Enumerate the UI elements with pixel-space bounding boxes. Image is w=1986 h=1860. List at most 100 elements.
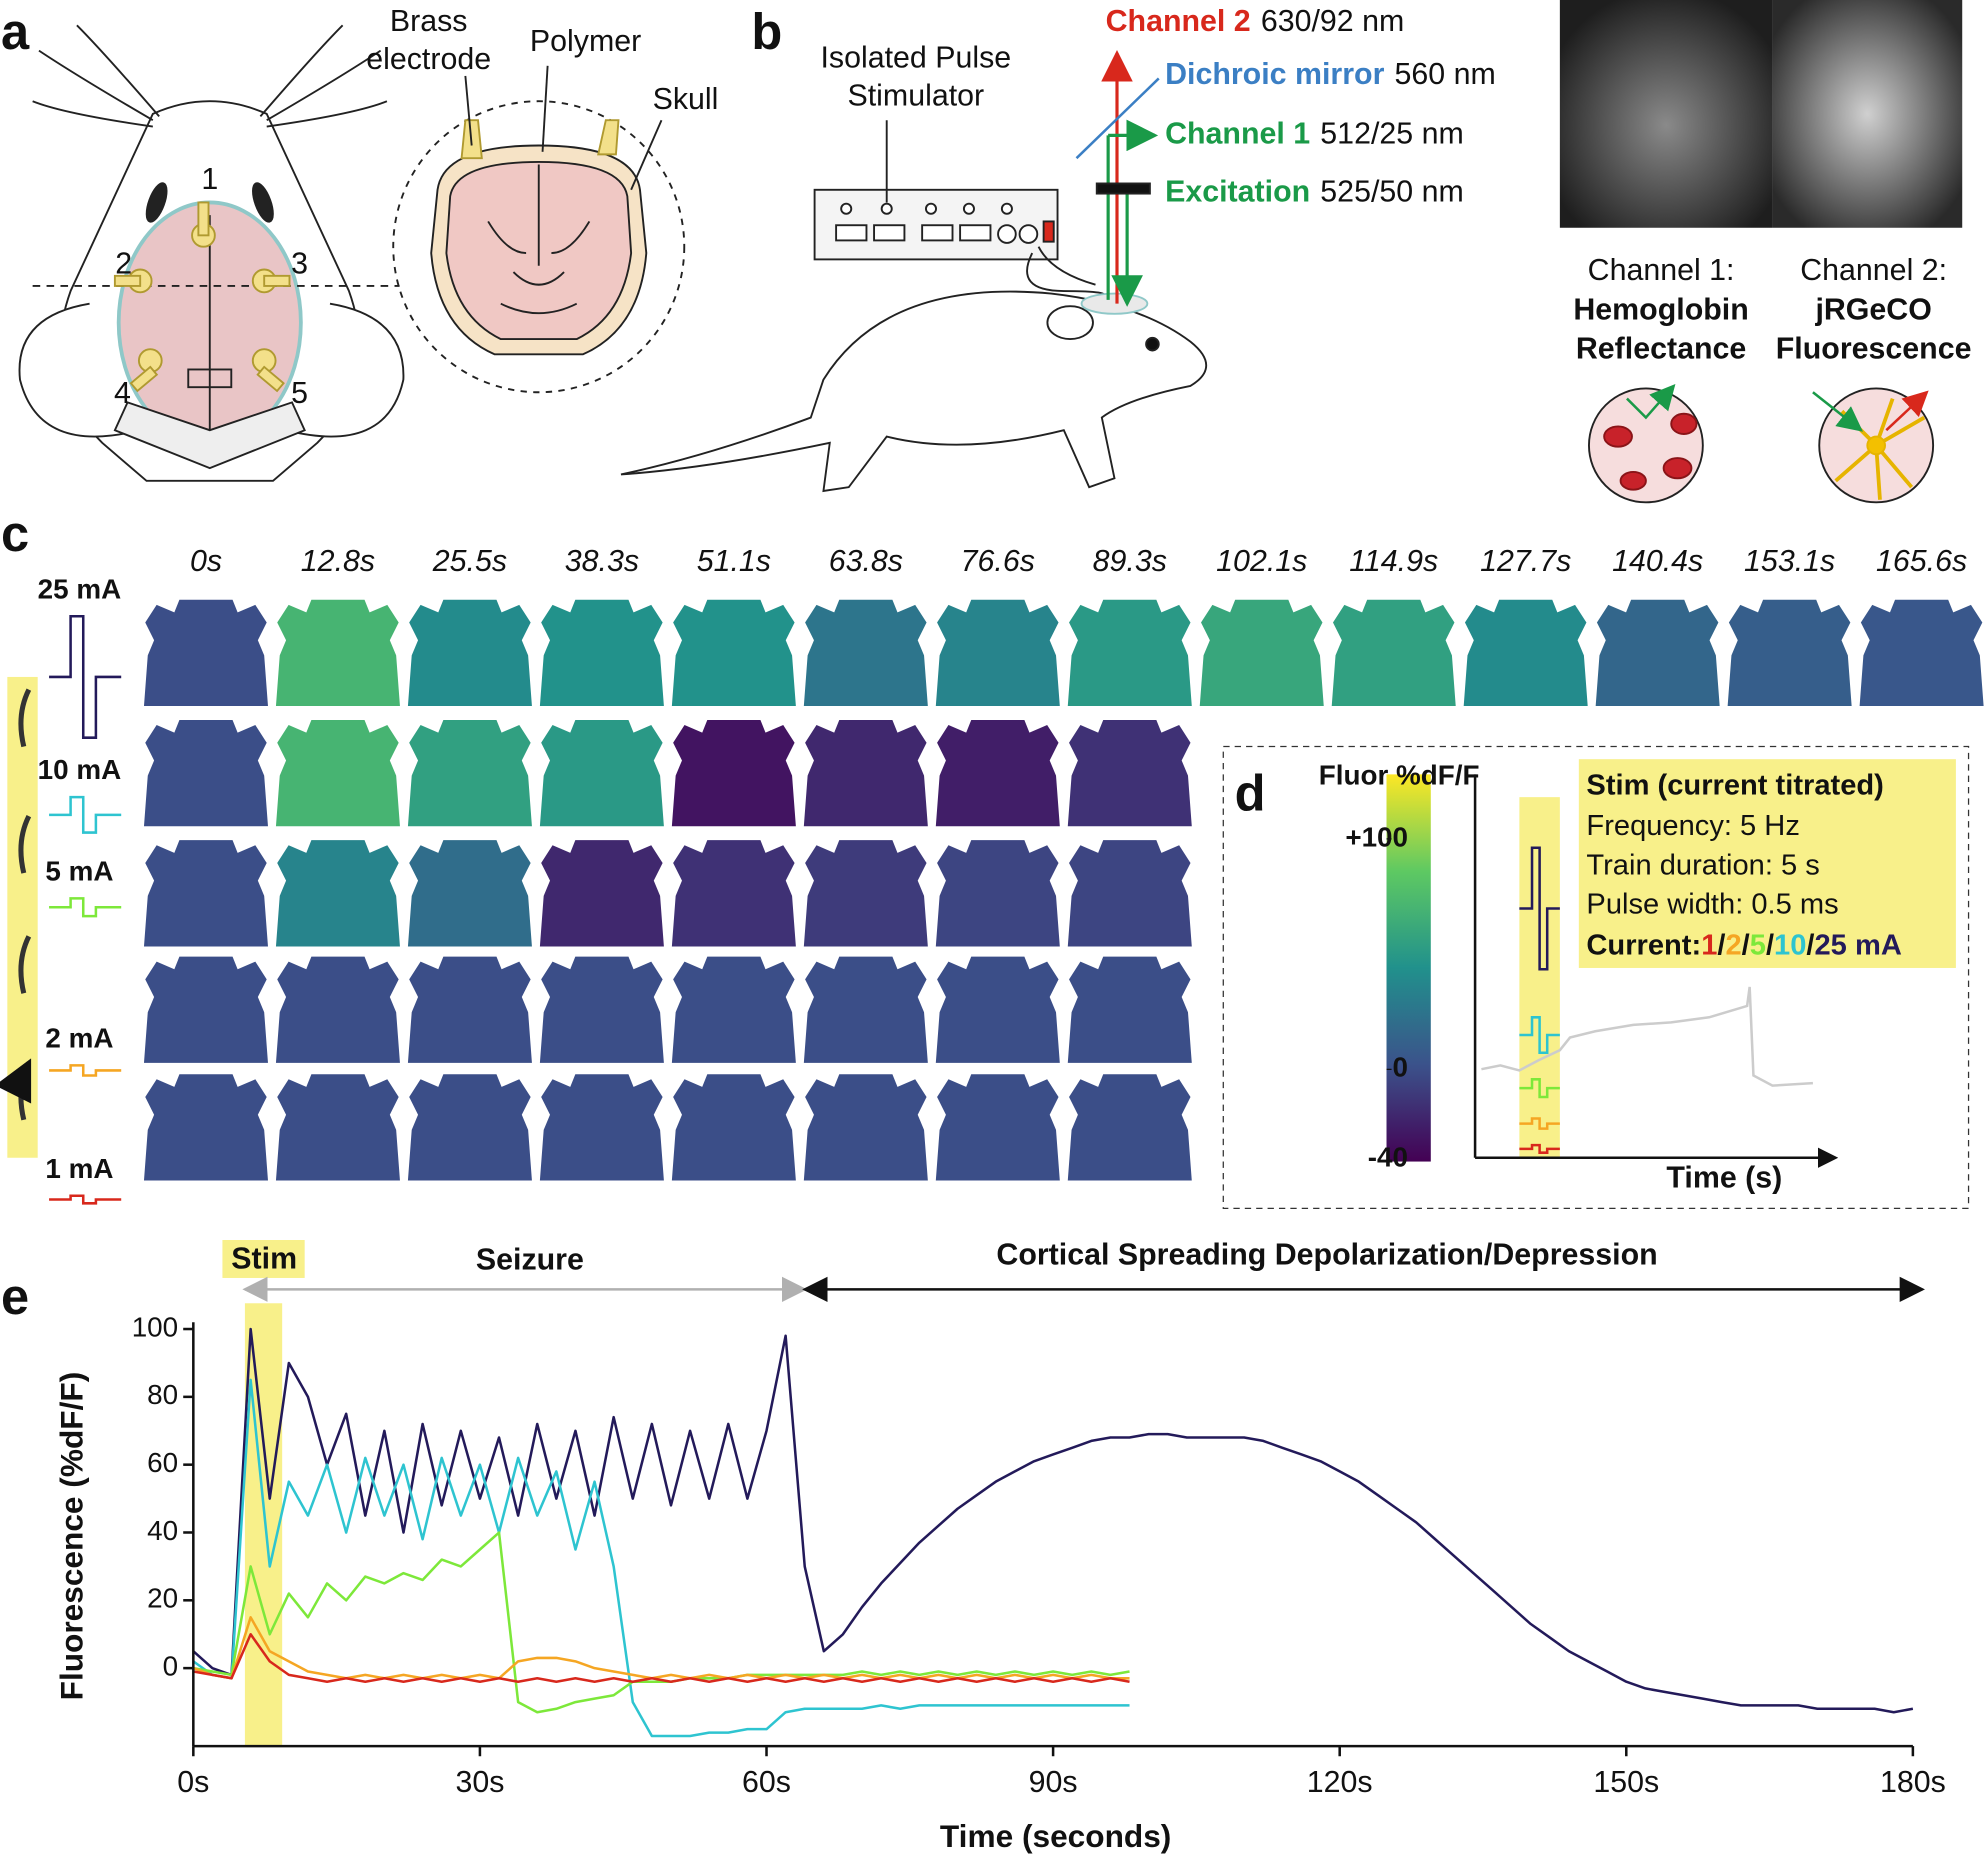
heatmap-tile <box>407 599 532 707</box>
current-separator: / <box>1742 929 1750 961</box>
electrode-label: electrode <box>366 43 491 76</box>
current-separator: / <box>1766 929 1774 961</box>
optics-label: Channel 1 512/25 nm <box>1165 117 1464 150</box>
mini-pulse <box>1519 1078 1560 1099</box>
heatmap-tile <box>275 1074 400 1181</box>
current-label: 1 mA <box>45 1153 113 1184</box>
current-value: 2 <box>1725 929 1741 961</box>
mini-pulse <box>1519 846 1560 971</box>
heatmap-tile <box>671 840 796 947</box>
colorbar-tick-label: -40 <box>1368 1141 1408 1172</box>
time-label: 127.7s <box>1480 545 1571 578</box>
heatmap-tile <box>1067 840 1192 947</box>
time-label: 38.3s <box>565 545 639 578</box>
heatmap-tile <box>143 719 268 827</box>
series-line <box>193 1531 1130 1714</box>
electrode-number: 4 <box>114 377 131 410</box>
skull-label: Skull <box>653 83 719 116</box>
channel-label: Reflectance <box>1576 333 1746 366</box>
pulse-waveform <box>49 897 122 918</box>
time-label: 76.6s <box>961 545 1035 578</box>
mini-pulse <box>1519 1117 1560 1130</box>
stim-box-line: Frequency: 5 Hz <box>1586 810 1799 842</box>
panel-label: c <box>1 505 29 562</box>
heatmap-tile <box>1727 599 1852 707</box>
heatmap-tile <box>1331 599 1456 707</box>
pulse-waveform <box>49 795 122 834</box>
heatmap-tile <box>539 956 664 1063</box>
time-label: 12.8s <box>301 545 375 578</box>
current-value: 1 <box>1701 929 1717 961</box>
time-label: 63.8s <box>829 545 903 578</box>
panel-label: d <box>1235 765 1266 822</box>
optics-label: Excitation 525/50 nm <box>1165 176 1464 209</box>
series-line <box>192 1616 1130 1680</box>
heatmap-tile <box>935 956 1060 1063</box>
heatmap-tile <box>935 599 1060 707</box>
colorbar-tick-label: 0 <box>1393 1052 1408 1083</box>
y-tick-label: 80 <box>147 1379 178 1410</box>
time-label: 114.9s <box>1349 545 1438 578</box>
heatmap-tile <box>1067 719 1192 827</box>
current-label: 2 mA <box>45 1022 113 1053</box>
time-label: 0s <box>190 545 222 578</box>
pulse-waveform <box>49 1194 122 1205</box>
heatmap-tile <box>1463 599 1588 707</box>
optics-name: Channel 1 <box>1165 117 1310 150</box>
series-line <box>193 1633 1130 1683</box>
heatmap-tile <box>275 840 400 947</box>
seizure-label: Seizure <box>476 1244 584 1277</box>
stimulator-label: Stimulator <box>847 79 984 112</box>
mouse-head-drawing <box>18 24 686 482</box>
heatmap-tile <box>1859 599 1984 707</box>
heatmap-tile <box>671 1074 796 1181</box>
stim-box-current: Current:1/2/5/10/25 mA <box>1586 929 1901 961</box>
x-tick-label: 0s <box>177 1766 209 1799</box>
heatmap-tile <box>935 1074 1060 1181</box>
heatmap-tile <box>671 719 796 827</box>
current-label: Current: <box>1586 929 1701 961</box>
heatmap-tile <box>143 956 268 1063</box>
x-tick-label: 150s <box>1593 1766 1659 1799</box>
heatmap-tile <box>143 840 268 947</box>
heatmap-tile <box>539 599 664 707</box>
y-tick-label: 40 <box>147 1515 178 1546</box>
current-label: 10 mA <box>38 754 122 785</box>
stim-ramp-bar <box>7 676 37 1158</box>
series-line <box>192 1378 1130 1738</box>
channel-label: Channel 2: <box>1800 254 1947 287</box>
heatmap-tile <box>935 719 1060 827</box>
optics-label: Dichroic mirror 560 nm <box>1165 58 1496 91</box>
heatmap-tile <box>803 1074 928 1181</box>
panel-label: a <box>1 3 30 60</box>
current-value: 5 <box>1750 929 1766 961</box>
pulse-waveform <box>49 614 122 739</box>
heatmap-tile <box>407 1074 532 1181</box>
time-label: 89.3s <box>1093 545 1167 578</box>
time-label: 25.5s <box>432 545 507 578</box>
y-tick-label: 100 <box>132 1311 178 1342</box>
stim-label: Stim <box>231 1242 297 1275</box>
optics-name: Dichroic mirror <box>1165 58 1385 91</box>
colorbar-tick-label: +100 <box>1345 821 1408 852</box>
y-tick-label: 60 <box>147 1447 178 1478</box>
heatmap-tile <box>803 599 928 707</box>
time-label: 165.6s <box>1876 545 1967 578</box>
pulse-waveform <box>49 1064 122 1077</box>
heatmap-tile <box>803 719 928 827</box>
x-tick-label: 120s <box>1307 1766 1373 1799</box>
heatmap-tile <box>803 840 928 947</box>
heatmap-tile <box>1067 599 1192 707</box>
x-tick-label: 90s <box>1029 1766 1078 1799</box>
optics-spec: 630/92 nm <box>1261 5 1404 38</box>
x-tick-label: 30s <box>455 1766 504 1799</box>
current-separator: / <box>1717 929 1725 961</box>
heatmap-tile <box>1067 956 1192 1063</box>
stim-label-bg <box>222 1240 305 1278</box>
series-line <box>192 1327 1914 1714</box>
current-label: 5 mA <box>45 855 113 886</box>
current-value: 25 mA <box>1815 929 1902 961</box>
stim-box-title: Stim (current titrated) <box>1586 770 1883 802</box>
time-label: 51.1s <box>697 545 771 578</box>
